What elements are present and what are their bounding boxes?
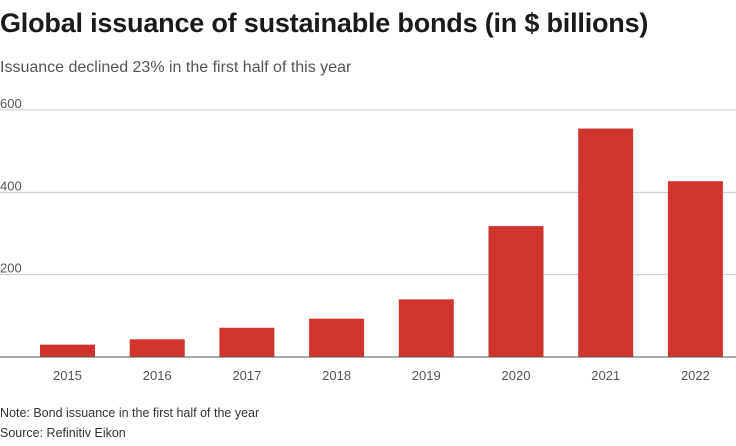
x-tick-label: 2018 <box>322 368 351 383</box>
x-tick-label: 2021 <box>591 368 620 383</box>
x-tick-label: 2017 <box>232 368 261 383</box>
bar-2021 <box>578 128 634 357</box>
y-tick-label: 200 <box>0 261 22 276</box>
x-tick-label: 2015 <box>53 368 82 383</box>
chart-note: Note: Bond issuance in the first half of… <box>0 406 260 420</box>
bar-2017 <box>219 327 275 357</box>
x-tick-label: 2019 <box>412 368 441 383</box>
y-tick-label: 400 <box>0 178 22 193</box>
bar-2019 <box>398 299 454 357</box>
x-tick-label: 2016 <box>143 368 172 383</box>
y-tick-label: 600 <box>0 96 22 111</box>
chart-source: Source: Refinitiv Eikon <box>0 426 126 440</box>
bar-2020 <box>488 226 544 357</box>
chart-subtitle: Issuance declined 23% in the first half … <box>0 59 352 76</box>
bar-2015 <box>40 344 95 357</box>
bar-2018 <box>309 318 365 357</box>
bar-2016 <box>129 339 185 357</box>
bar-chart: 200 400 600 2015 2016 2017 2018 2019 2020 2021 202… <box>0 96 736 383</box>
bar-2022 <box>667 181 723 357</box>
chart-title: Global issuance of sustainable bonds (in… <box>0 8 649 38</box>
x-tick-label: 2020 <box>502 368 531 383</box>
x-tick-label: 2022 <box>681 368 710 383</box>
